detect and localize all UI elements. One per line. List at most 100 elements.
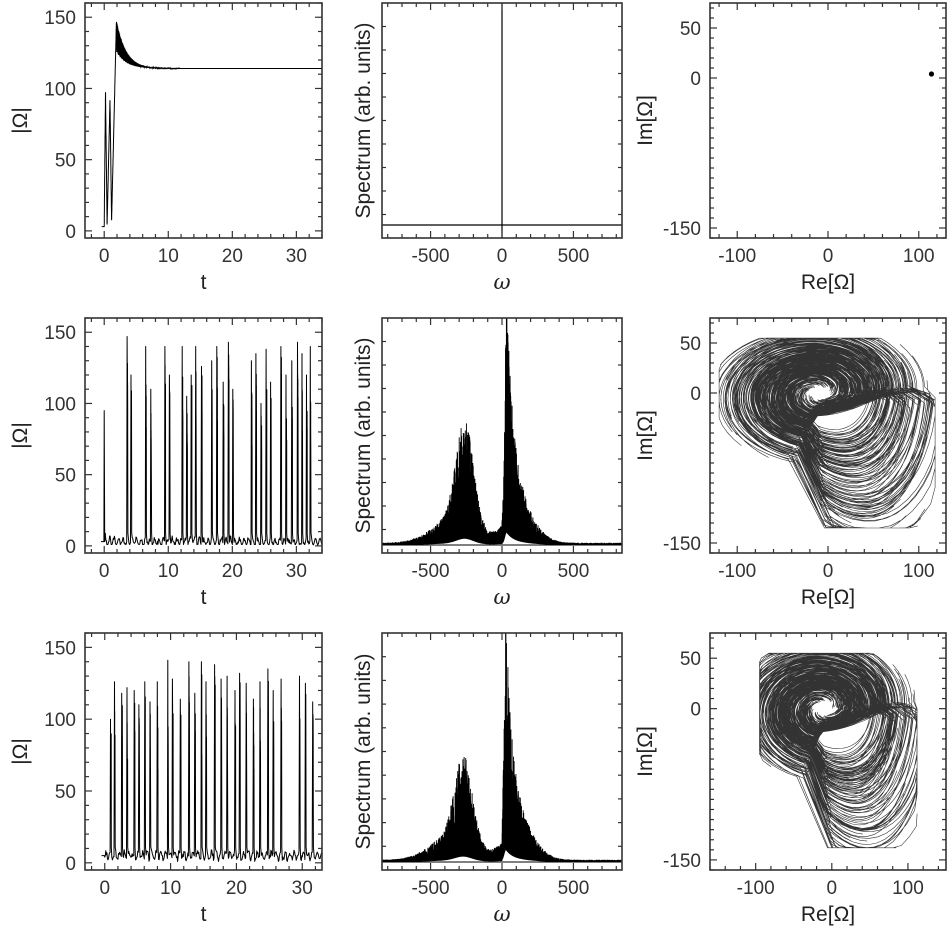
y-tick-label: 50 bbox=[55, 151, 76, 172]
y-tick-label: -150 bbox=[663, 851, 701, 872]
plot-area bbox=[101, 336, 322, 546]
y-tick-label: 50 bbox=[55, 782, 76, 803]
x-tick-label: 10 bbox=[158, 246, 179, 267]
x-axis-label: ω bbox=[493, 270, 510, 294]
spectrum-line bbox=[382, 318, 622, 546]
x-tick-label: -100 bbox=[737, 878, 775, 899]
plot-frame bbox=[84, 2, 323, 239]
y-tick-label: 0 bbox=[690, 69, 701, 90]
y-axis-label: |Ω| bbox=[9, 107, 32, 134]
plot-frame bbox=[84, 632, 323, 871]
y-axis-label: Spectrum (arb. units) bbox=[352, 22, 375, 218]
plot-frame bbox=[709, 632, 947, 871]
y-axis-label: Spectrum (arb. units) bbox=[352, 653, 375, 849]
y-axis-label: Spectrum (arb. units) bbox=[352, 337, 375, 533]
y-tick-label: 100 bbox=[44, 710, 76, 731]
y-tick-label: 150 bbox=[44, 638, 76, 659]
plot-area bbox=[382, 3, 622, 238]
y-tick-label: 100 bbox=[44, 79, 76, 100]
plot-area bbox=[382, 633, 622, 863]
x-axis-label: ω bbox=[493, 902, 510, 926]
y-axis-label: Im[Ω] bbox=[634, 410, 657, 461]
x-tick-label: 20 bbox=[226, 878, 247, 899]
x-axis-label: t bbox=[201, 903, 207, 926]
x-tick-label: 0 bbox=[99, 878, 110, 899]
x-tick-label: 10 bbox=[160, 878, 181, 899]
x-tick-label: 30 bbox=[286, 561, 307, 582]
x-tick-label: 100 bbox=[903, 246, 935, 267]
x-axis-label: Re[Ω] bbox=[801, 903, 855, 926]
y-tick-label: 150 bbox=[44, 8, 76, 29]
x-tick-label: 0 bbox=[497, 561, 508, 582]
panel-r1c1: 0 10 20 30 0 50 100 150 t |Ω| bbox=[9, 2, 323, 294]
x-tick-label: 30 bbox=[286, 246, 307, 267]
x-tick-label: 0 bbox=[99, 246, 110, 267]
y-tick-label: 0 bbox=[65, 537, 76, 558]
y-tick-label: 0 bbox=[690, 384, 701, 405]
panel-r3c1: 0 10 20 30 0 50 100 150 t |Ω| bbox=[9, 632, 323, 926]
panel-r1c3: -100 0 100 50 0 -150 Re[Ω] Im[Ω] bbox=[634, 2, 947, 294]
x-tick-label: -500 bbox=[412, 246, 450, 267]
y-tick-label: 0 bbox=[690, 700, 701, 721]
y-tick-label: 150 bbox=[44, 323, 76, 344]
plot-frame bbox=[84, 317, 323, 554]
x-tick-label: 20 bbox=[222, 246, 243, 267]
fixed-point bbox=[928, 71, 935, 77]
x-tick-label: 0 bbox=[827, 878, 838, 899]
x-tick-label: 0 bbox=[99, 561, 110, 582]
y-tick-label: 50 bbox=[55, 466, 76, 487]
y-axis-label: Im[Ω] bbox=[634, 95, 657, 146]
panel-r1c2: -500 0 500 ω Spectrum (arb. units) bbox=[352, 2, 623, 294]
y-tick-label: 50 bbox=[680, 334, 701, 355]
x-axis-label: t bbox=[201, 586, 207, 609]
series-line bbox=[101, 659, 322, 862]
x-tick-label: 500 bbox=[558, 878, 590, 899]
y-tick-label: -150 bbox=[663, 534, 701, 555]
series-line bbox=[101, 336, 322, 546]
x-tick-label: 100 bbox=[903, 561, 935, 582]
y-tick-label: 0 bbox=[65, 854, 76, 875]
x-tick-label: 30 bbox=[292, 878, 313, 899]
plot-area bbox=[382, 318, 622, 546]
panel-r2c1: 0 10 20 30 0 50 100 150 t |Ω| bbox=[9, 317, 323, 609]
panel-r2c2: -500 0 500 ω Spectrum (arb. units) bbox=[352, 317, 623, 609]
x-tick-label: -100 bbox=[718, 246, 756, 267]
x-tick-label: 500 bbox=[558, 246, 590, 267]
plot-area bbox=[101, 21, 322, 228]
y-axis-label: |Ω| bbox=[9, 422, 32, 449]
y-tick-label: 50 bbox=[680, 649, 701, 670]
y-tick-label: 50 bbox=[680, 19, 701, 40]
attractor-trajectory bbox=[718, 337, 936, 529]
plot-frame bbox=[709, 2, 947, 239]
x-tick-label: 0 bbox=[823, 246, 834, 267]
y-tick-label: 0 bbox=[65, 222, 76, 243]
x-tick-label: 100 bbox=[892, 878, 924, 899]
y-axis-label: Im[Ω] bbox=[634, 726, 657, 777]
x-tick-label: -500 bbox=[412, 561, 450, 582]
y-tick-label: -150 bbox=[663, 219, 701, 240]
x-tick-label: 20 bbox=[222, 561, 243, 582]
plot-area bbox=[101, 659, 322, 862]
x-tick-label: 0 bbox=[497, 878, 508, 899]
series-line bbox=[101, 21, 322, 228]
x-tick-label: 10 bbox=[158, 561, 179, 582]
x-tick-label: 0 bbox=[823, 561, 834, 582]
x-axis-label: ω bbox=[493, 585, 510, 609]
x-tick-label: 500 bbox=[558, 561, 590, 582]
x-axis-label: t bbox=[201, 271, 207, 294]
panel-r3c2: -500 0 500 ω Spectrum (arb. units) bbox=[352, 632, 623, 926]
x-tick-label: -500 bbox=[412, 878, 450, 899]
y-axis-label: |Ω| bbox=[9, 738, 32, 765]
spectrum-line bbox=[382, 633, 622, 863]
attractor-trajectory bbox=[759, 652, 918, 849]
x-axis-label: Re[Ω] bbox=[801, 271, 855, 294]
panel-r2c3: -100 0 100 50 0 -150 Re[Ω] Im[Ω] bbox=[634, 317, 947, 609]
x-axis-label: Re[Ω] bbox=[801, 586, 855, 609]
x-tick-label: -100 bbox=[718, 561, 756, 582]
y-tick-label: 100 bbox=[44, 394, 76, 415]
panel-r3c3: -100 0 100 50 0 -150 Re[Ω] Im[Ω] bbox=[634, 632, 947, 926]
plot-area bbox=[928, 71, 935, 77]
plot-area bbox=[759, 652, 918, 849]
plot-area bbox=[718, 337, 936, 529]
